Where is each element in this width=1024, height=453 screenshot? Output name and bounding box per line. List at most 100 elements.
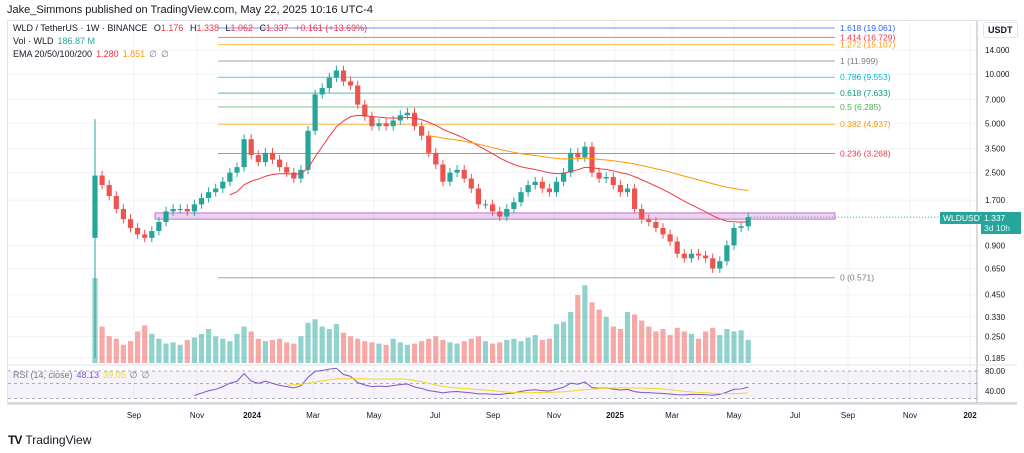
candle-body bbox=[284, 167, 290, 173]
volume-bar bbox=[127, 341, 134, 363]
candle-body bbox=[127, 219, 134, 228]
fib-level-label: 0.618 (7.633) bbox=[840, 88, 891, 98]
candle-body bbox=[269, 152, 276, 160]
ema50-line bbox=[428, 135, 749, 191]
candle-body bbox=[305, 130, 311, 170]
ema20-line bbox=[229, 114, 749, 223]
volume-bar bbox=[461, 341, 467, 363]
volume-bar bbox=[603, 316, 609, 363]
publisher-caption: Jake_Simmons published on TradingView.co… bbox=[7, 4, 374, 16]
volume-bar bbox=[269, 339, 276, 363]
price-tick-label: 0.450 bbox=[985, 291, 1006, 300]
candle-body bbox=[220, 181, 226, 189]
volume-bar bbox=[688, 333, 694, 363]
rsi-ma-line bbox=[286, 378, 749, 395]
price-tick-label: 5.000 bbox=[985, 119, 1006, 128]
candle-body bbox=[333, 70, 339, 78]
volume-bar bbox=[440, 339, 446, 363]
price-tick-label: 0.250 bbox=[985, 333, 1006, 342]
volume-bar bbox=[376, 343, 382, 363]
candle-body bbox=[92, 175, 98, 238]
candle-body bbox=[710, 258, 716, 269]
volume-bar bbox=[447, 342, 453, 363]
candle-body bbox=[440, 164, 446, 182]
candle-body bbox=[248, 139, 254, 156]
price-tick-label: 10.000 bbox=[985, 70, 1010, 79]
volume-bar bbox=[553, 324, 560, 363]
candle-body bbox=[497, 211, 503, 217]
chart-frame[interactable] bbox=[7, 20, 1017, 405]
fib-level-label: 0.382 (4.937) bbox=[840, 119, 891, 129]
volume-bar bbox=[198, 333, 205, 363]
volume-bar bbox=[532, 335, 538, 363]
candle-body bbox=[511, 202, 517, 209]
time-tick-label: Sep bbox=[127, 411, 142, 420]
price-tick-label: 14.000 bbox=[985, 46, 1010, 55]
candle-body bbox=[170, 208, 176, 212]
candle-body bbox=[163, 211, 169, 222]
candle-body bbox=[504, 208, 510, 217]
candle-body bbox=[447, 172, 453, 182]
rsi-tick-label: 80.00 bbox=[985, 367, 1006, 376]
volume-bar bbox=[624, 312, 631, 363]
volume-bar bbox=[135, 331, 141, 363]
candle-body bbox=[355, 85, 361, 105]
fib-level-label: 0.786 (9.553) bbox=[840, 72, 891, 82]
candle-body bbox=[177, 208, 183, 210]
price-tick-label: 0.330 bbox=[985, 313, 1006, 322]
candle-body bbox=[568, 152, 574, 173]
volume-bar bbox=[397, 342, 403, 363]
candle-body bbox=[596, 172, 602, 179]
candle-body bbox=[532, 181, 538, 186]
fib-level-label: 0 (0.571) bbox=[840, 273, 874, 283]
time-tick-label: Jul bbox=[430, 411, 440, 420]
volume-bar bbox=[710, 327, 716, 363]
price-tick-label: 0.900 bbox=[985, 241, 1006, 250]
candle-body bbox=[262, 152, 268, 163]
candle-body bbox=[695, 253, 702, 256]
volume-bar bbox=[610, 326, 616, 363]
price-tick-label: 2.500 bbox=[985, 169, 1006, 178]
candle-body bbox=[241, 139, 247, 168]
candle-body bbox=[561, 172, 567, 182]
candle-body bbox=[717, 261, 723, 269]
candle-body bbox=[340, 70, 347, 82]
volume-bar bbox=[390, 338, 396, 363]
candle-body bbox=[575, 152, 581, 158]
tradingview-logo-icon: TV bbox=[8, 433, 22, 447]
volume-bar bbox=[106, 336, 112, 363]
volume-bar bbox=[738, 330, 744, 363]
candle-body bbox=[184, 208, 190, 212]
price-tick-label: 1.700 bbox=[985, 196, 1006, 205]
time-tick-label: Nov bbox=[903, 411, 917, 420]
candle-body bbox=[106, 185, 112, 197]
candle-body bbox=[603, 177, 609, 179]
volume-bar bbox=[298, 336, 304, 363]
volume-bar bbox=[113, 338, 119, 363]
candle-body bbox=[298, 169, 304, 179]
candle-body bbox=[681, 253, 687, 259]
volume-bar bbox=[525, 337, 531, 363]
volume-bar bbox=[291, 343, 297, 363]
volume-bar bbox=[319, 326, 325, 363]
candle-body bbox=[135, 227, 141, 235]
volume-bar bbox=[433, 336, 439, 363]
volume-bar bbox=[639, 320, 645, 363]
candle-body bbox=[411, 112, 418, 127]
time-tick-label: Mar bbox=[306, 411, 320, 420]
fib-level-label: 1 (11.999) bbox=[840, 56, 878, 66]
time-tick-label: Jul bbox=[790, 411, 800, 420]
volume-bar bbox=[660, 329, 666, 363]
volume-bar bbox=[617, 329, 623, 363]
volume-bar bbox=[674, 327, 680, 363]
volume-bar bbox=[546, 338, 552, 363]
candle-body bbox=[369, 116, 375, 127]
volume-bar bbox=[163, 343, 169, 363]
volume-bar bbox=[653, 331, 659, 363]
candle-body bbox=[468, 178, 474, 189]
currency-unit-button[interactable]: USDT bbox=[983, 22, 1018, 38]
volume-bar bbox=[646, 326, 652, 363]
symbol-title[interactable]: WLD / TetherUS · 1W · BINANCE bbox=[13, 23, 148, 33]
volume-bar bbox=[411, 343, 418, 363]
